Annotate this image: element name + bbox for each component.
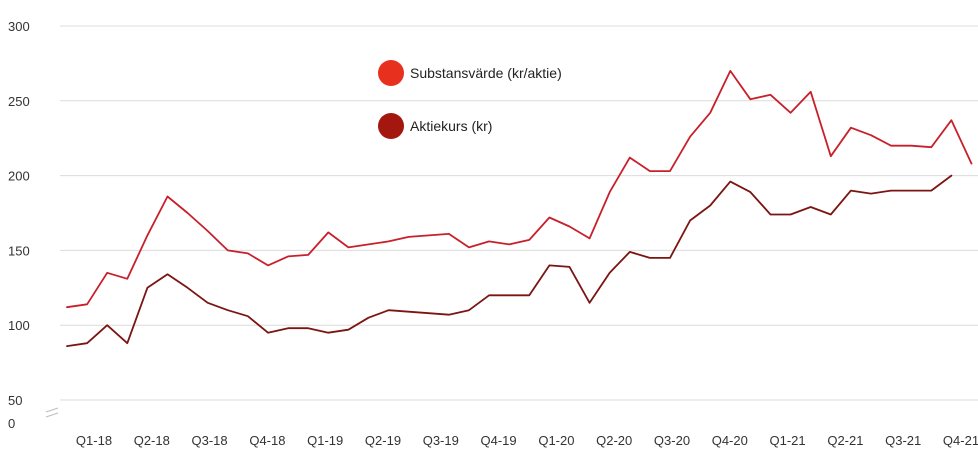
legend-item-price: Aktiekurs (kr) <box>378 113 492 139</box>
x-tick-label-q1-20: Q1-20 <box>538 433 574 448</box>
x-tick-label-q4-19: Q4-19 <box>481 433 517 448</box>
x-tick-label-q4-21: Q4-21 <box>943 433 978 448</box>
x-tick-label-q1-19: Q1-19 <box>307 433 343 448</box>
y-tick-label-150: 150 <box>8 243 30 258</box>
grid-lines <box>60 25 978 401</box>
y-tick-label-250: 250 <box>8 94 30 109</box>
y-tick-label-100: 100 <box>8 318 30 333</box>
x-tick-label-q2-21: Q2-21 <box>827 433 863 448</box>
x-tick-label-q1-21: Q1-21 <box>770 433 806 448</box>
x-tick-label-q1-18: Q1-18 <box>76 433 112 448</box>
x-tick-label-q2-18: Q2-18 <box>134 433 170 448</box>
x-tick-label-q3-20: Q3-20 <box>654 433 690 448</box>
legend-marker-price <box>378 113 404 139</box>
legend: Substansvärde (kr/aktie) Aktiekurs (kr) <box>378 60 562 139</box>
x-axis-tick-labels: Q1-18 Q2-18 Q3-18 Q4-18 Q1-19 Q2-19 Q3-19 Q4-19… <box>76 433 978 448</box>
y-axis-break-marker <box>45 407 59 418</box>
legend-label-price: Aktiekurs (kr) <box>410 118 492 134</box>
x-tick-label-q3-18: Q3-18 <box>192 433 228 448</box>
x-tick-label-q2-19: Q2-19 <box>365 433 401 448</box>
x-tick-label-q2-20: Q2-20 <box>596 433 632 448</box>
x-tick-label-q3-21: Q3-21 <box>885 433 921 448</box>
legend-marker-nav <box>378 60 404 86</box>
series-line-price <box>66 174 953 348</box>
legend-label-nav: Substansvärde (kr/aktie) <box>410 65 562 81</box>
y-axis-tick-labels: 0 50 100 150 200 250 300 <box>8 19 30 431</box>
y-tick-label-0: 0 <box>8 416 15 431</box>
series-line-nav <box>66 70 973 309</box>
legend-item-nav: Substansvärde (kr/aktie) <box>378 60 562 86</box>
x-tick-label-q3-19: Q3-19 <box>423 433 459 448</box>
series-lines <box>66 70 973 348</box>
y-tick-label-300: 300 <box>8 19 30 34</box>
x-tick-label-q4-20: Q4-20 <box>712 433 748 448</box>
x-tick-label-q4-18: Q4-18 <box>249 433 285 448</box>
y-tick-label-50: 50 <box>8 393 22 408</box>
y-tick-label-200: 200 <box>8 169 30 184</box>
